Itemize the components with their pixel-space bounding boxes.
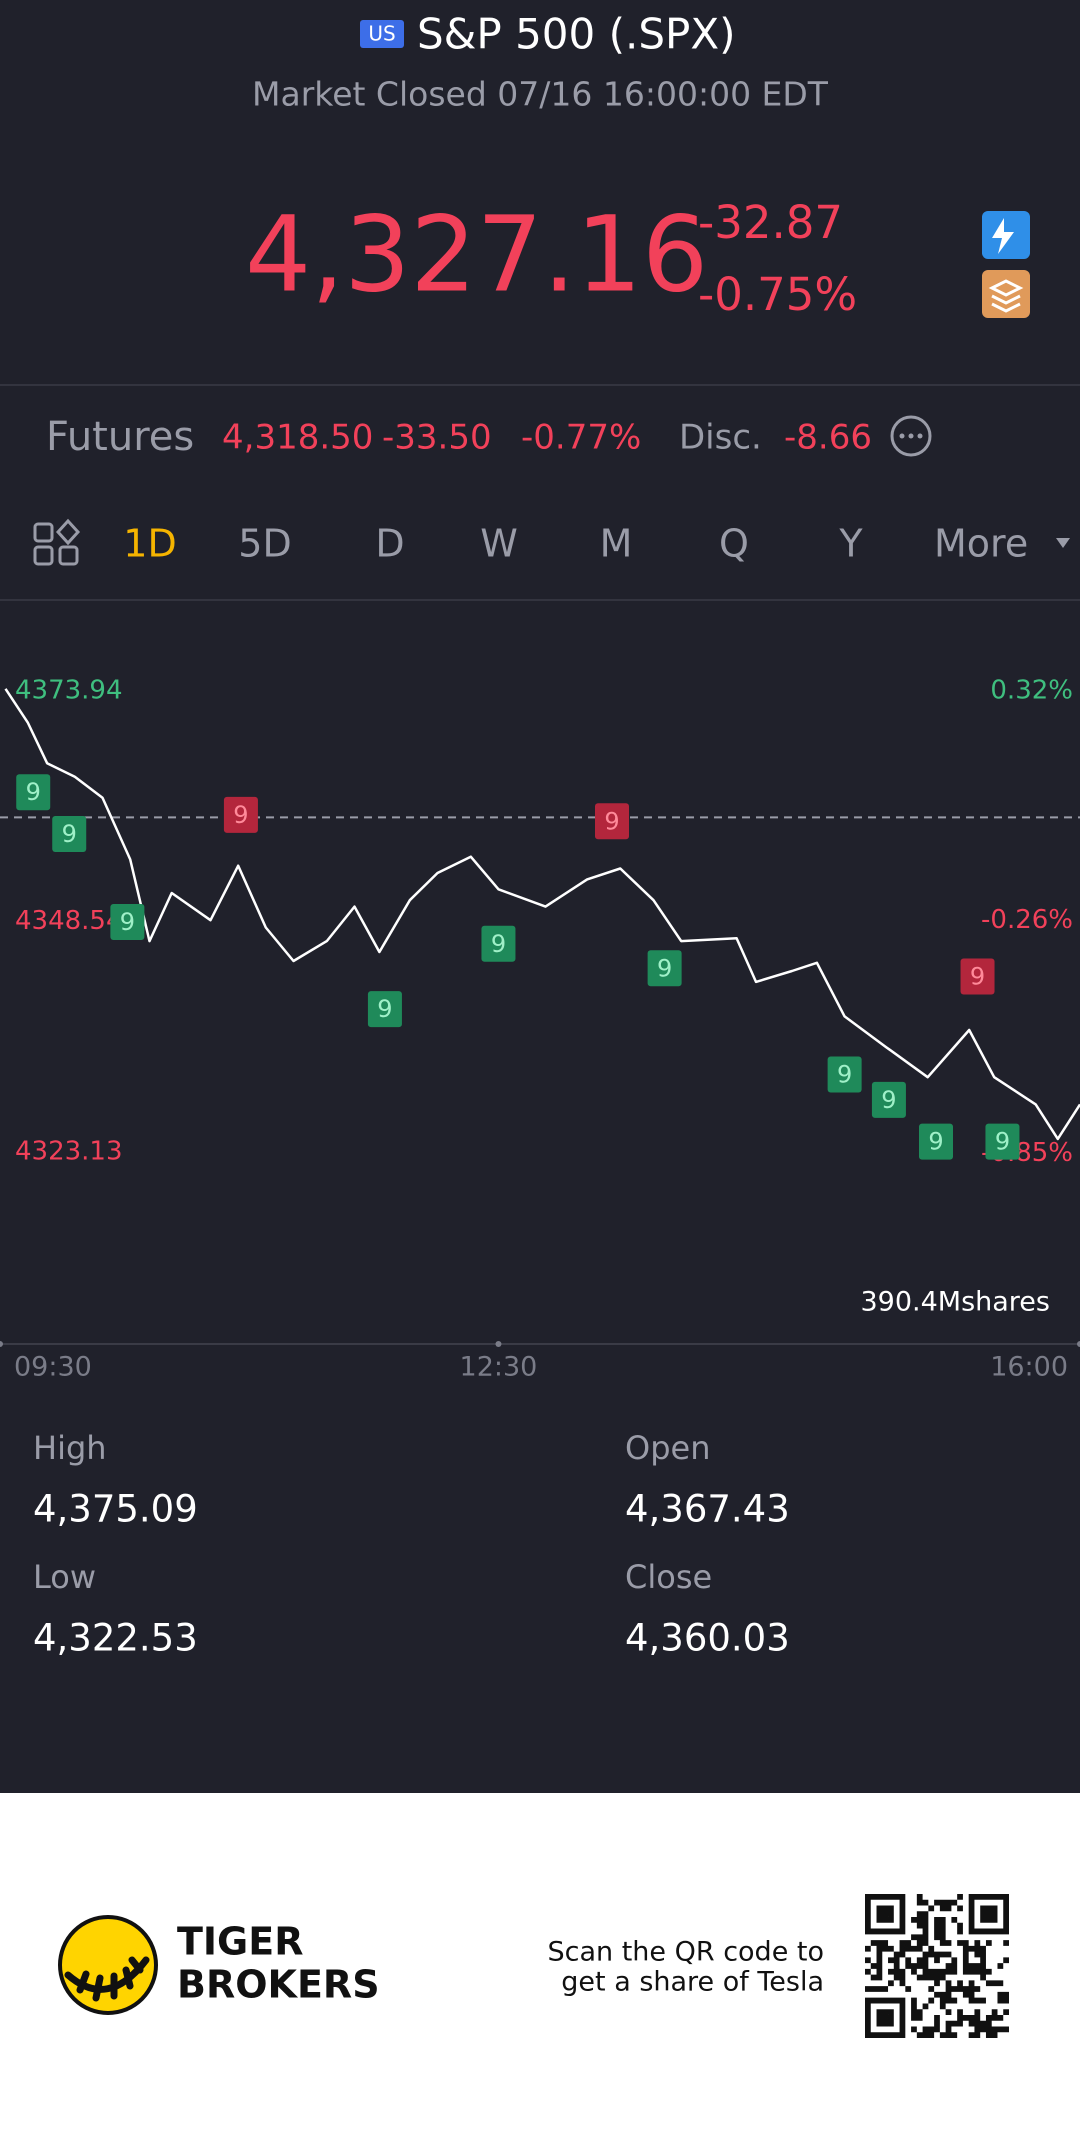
more-icon[interactable] [890, 415, 932, 457]
qr-code[interactable] [865, 1894, 1009, 2038]
x-tick-label: 09:30 [14, 1352, 92, 1383]
x-tick-label: 12:30 [460, 1352, 538, 1383]
y2-tick-label: -0.26% [981, 905, 1073, 935]
lightning [992, 218, 1014, 254]
square [58, 545, 79, 566]
tab[interactable]: W [480, 522, 518, 566]
price-line [4, 688, 1080, 1141]
stat-value: 4,322.53 [33, 1617, 198, 1660]
signal-marker [481, 925, 516, 962]
volume-label: 390.4Mshares [860, 1287, 1050, 1318]
tab[interactable]: 1D [123, 522, 176, 566]
tab[interactable]: Y [838, 522, 863, 566]
signal-label: 9 [970, 962, 985, 990]
disc-value: -8.66 [784, 418, 872, 458]
signal-marker [985, 1123, 1020, 1160]
signal-label: 9 [657, 954, 672, 982]
x-tick [0, 1341, 3, 1347]
tab[interactable]: 5D [238, 522, 291, 566]
signal-marker [595, 803, 629, 840]
signal-label: 9 [26, 778, 41, 806]
square [33, 522, 54, 543]
signal-label: 9 [928, 1128, 943, 1156]
brand-line: TIGER [177, 1920, 303, 1964]
signal-marker [647, 950, 682, 987]
background [0, 0, 1080, 1793]
signal-marker [960, 958, 995, 995]
tab[interactable]: D [375, 522, 404, 566]
market-status: Market Closed 07/16 16:00:00 EDT [252, 75, 829, 114]
diamond [55, 518, 81, 546]
signal-marker [871, 1081, 906, 1118]
signal-marker [827, 1056, 862, 1093]
signal-marker [16, 774, 51, 811]
stat-value: 4,367.43 [625, 1488, 790, 1531]
y2-tick-label: 0.32% [990, 675, 1073, 705]
tab[interactable]: More [934, 522, 1028, 566]
signal-label: 9 [120, 908, 135, 936]
stat-label: Close [625, 1558, 712, 1596]
circle [890, 415, 932, 457]
stat-label: Low [33, 1558, 96, 1596]
y-tick-label: 4323.13 [15, 1137, 123, 1167]
tab[interactable]: M [600, 522, 633, 566]
square [33, 545, 54, 566]
change-pct: -0.75% [698, 268, 857, 321]
futures-change-pct: -0.77% [521, 418, 641, 458]
price: 4,327.16 [245, 193, 708, 315]
signal-marker [367, 991, 402, 1028]
tab-bar: 1D 5D D W M Q Y More [123, 522, 1028, 566]
promo-line: Scan the QR code to [547, 1937, 824, 1968]
futures-price: 4,318.50 [222, 418, 373, 458]
title: S&P 500 (.SPX) [417, 10, 736, 59]
signal-marker [919, 1123, 953, 1160]
stats: High 4,375.09 Open 4,367.43 Low 4,322.53 Close… [33, 1429, 790, 1660]
x-tick [1077, 1341, 1080, 1347]
brand-line: BROKERS [177, 1963, 380, 2007]
signal-label: 9 [377, 995, 392, 1023]
dot [908, 433, 914, 439]
tab[interactable]: Q [719, 522, 749, 566]
tiger-logo [58, 1915, 158, 2015]
signal-marker [110, 904, 145, 941]
stack [988, 279, 1024, 313]
signal-label: 9 [604, 807, 619, 835]
dot [917, 433, 923, 439]
x-tick [495, 1341, 502, 1347]
signal-label: 9 [233, 801, 248, 829]
dropdown-arrow[interactable] [1056, 538, 1070, 548]
futures-change: -33.50 [382, 418, 492, 458]
layout-icon[interactable] [33, 518, 81, 566]
change: -32.87 [698, 196, 843, 249]
disc-label: Disc. [679, 418, 762, 458]
badge: US [368, 22, 395, 46]
signal-marker [52, 815, 87, 852]
promo-line: get a share of Tesla [561, 1967, 824, 1998]
signal-label: 9 [491, 930, 506, 958]
signal-marker [223, 796, 258, 833]
dot [899, 433, 905, 439]
y-tick-label: 4373.94 [15, 676, 123, 706]
badge-bg [360, 20, 404, 48]
stat-value: 4,360.03 [625, 1617, 790, 1660]
stat-label: High [33, 1429, 107, 1467]
y-tick-label: 4348.54 [15, 906, 123, 936]
signal-label: 9 [881, 1086, 896, 1114]
stat-label: Open [625, 1429, 710, 1467]
x-tick-label: 16:00 [990, 1352, 1068, 1383]
stripes [64, 1956, 150, 2002]
signal-label: 9 [995, 1128, 1010, 1156]
stat-value: 4,375.09 [33, 1488, 198, 1531]
signal-label: 9 [62, 820, 77, 848]
signal-label: 9 [837, 1060, 852, 1088]
futures-label: Futures [46, 414, 194, 460]
chart: 4373.944348.544323.130.32%-0.26%-0.85%99… [0, 675, 1080, 1383]
